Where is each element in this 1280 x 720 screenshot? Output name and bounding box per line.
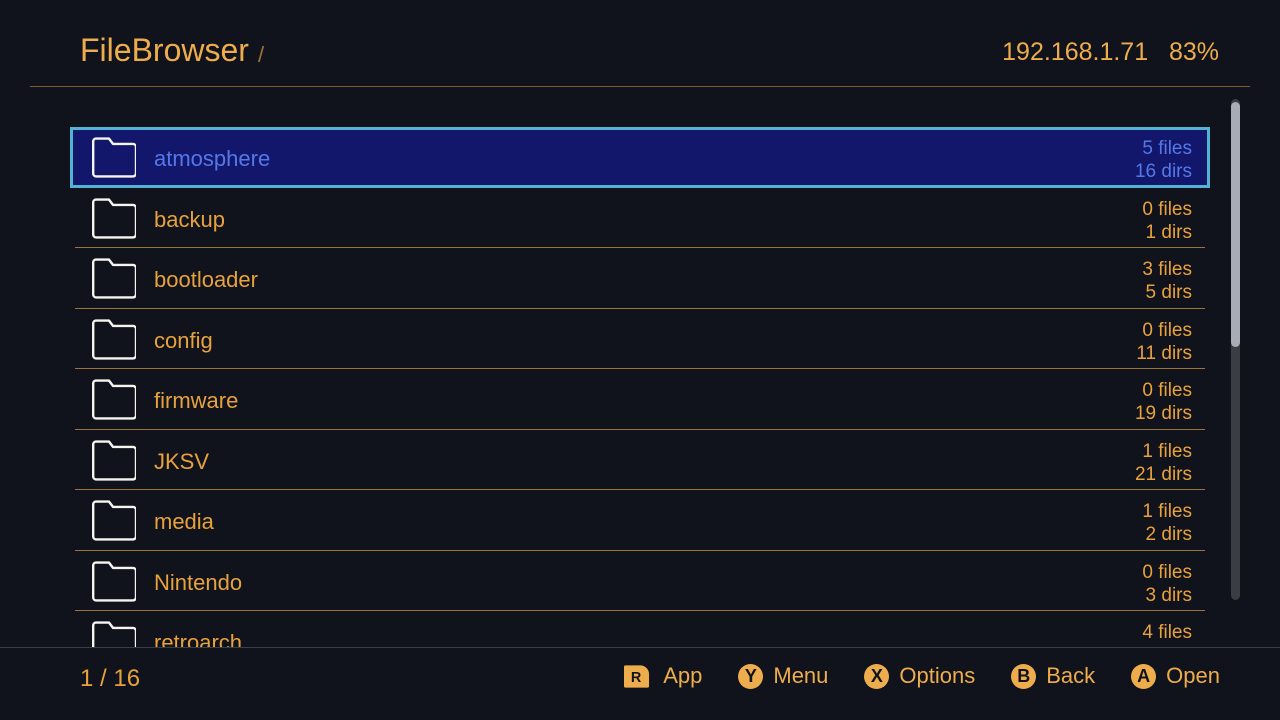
svg-text:R: R (631, 670, 642, 686)
